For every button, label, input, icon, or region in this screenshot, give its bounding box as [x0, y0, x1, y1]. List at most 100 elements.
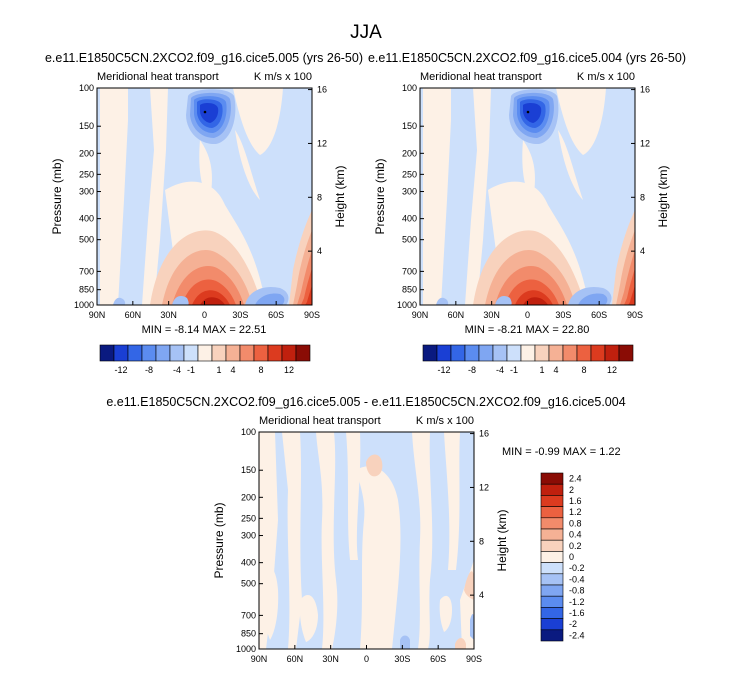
panel-3-left-label: Meridional heat transport [259, 415, 381, 427]
colorbar-swatch [450, 344, 466, 362]
colorbar-swatch [436, 344, 452, 362]
colorbar-label: 1 [539, 365, 544, 375]
colorbar-swatch [253, 344, 269, 362]
x-tick-label: 60N [125, 310, 142, 320]
colorbar-swatch [540, 483, 564, 496]
colorbar-swatch [295, 344, 311, 362]
y-tick-label: 150 [402, 121, 417, 131]
panel-3-right-label: K m/s x 100 [416, 415, 474, 427]
colorbar-label: -4 [173, 365, 181, 375]
colorbar-swatch [239, 344, 255, 362]
y-tick-label: 250 [241, 513, 256, 523]
y-tick-label: 150 [241, 465, 256, 475]
colorbars-layer: -12 -8 -4 -1 1 4 8 12 -12 -8 -4 -1 1 4 8 122.421.61.20.… [99, 344, 634, 642]
y-axis-label: Pressure (mb) [373, 158, 387, 234]
colorbar-label: 4 [553, 365, 558, 375]
y-tick-label: 700 [79, 266, 94, 276]
panel-1-left-label: Meridional heat transport [97, 71, 219, 83]
panel-2-axes: 90N 60N 30N 0 30S 60S 90S 100 150 200 250 300 400 500… [373, 83, 670, 320]
colorbar-label: 12 [284, 365, 294, 375]
y-tick-label: 700 [402, 266, 417, 276]
x-tick-label: 90S [627, 310, 643, 320]
panel-3-title: e.e11.E1850C5CN.2XCO2.f09_g16.cice5.005 … [106, 395, 625, 409]
panel-2-title: e.e11.E1850C5CN.2XCO2.f09_g16.cice5.004 … [368, 51, 686, 65]
y-tick-label: 400 [402, 214, 417, 224]
colorbar-swatch [540, 595, 564, 608]
page-title: JJA [350, 22, 382, 43]
colorbar-swatch [576, 344, 592, 362]
colorbar-swatch [211, 344, 227, 362]
colorbar-label: -1.2 [569, 597, 585, 607]
colorbar-swatch [492, 344, 508, 362]
panel-1-title: e.e11.E1850C5CN.2XCO2.f09_g16.cice5.005 … [45, 51, 363, 65]
y-tick-label: 850 [241, 629, 256, 639]
y-tick-label: 150 [79, 121, 94, 131]
panel-2-left-label: Meridional heat transport [420, 71, 542, 83]
y2-tick-label: 4 [317, 246, 322, 256]
y-axis-label: Pressure (mb) [50, 158, 64, 234]
colorbar-label: -1.6 [569, 608, 585, 618]
colorbar-label: 8 [258, 365, 263, 375]
y-axis-label: Pressure (mb) [212, 502, 226, 578]
y-tick-label: 250 [79, 169, 94, 179]
y-tick-label: 500 [402, 235, 417, 245]
x-tick-label: 30S [232, 310, 248, 320]
x-tick-label: 30N [483, 310, 500, 320]
y2-tick-label: 8 [317, 192, 322, 202]
colorbar-swatch [478, 344, 494, 362]
y-tick-label: 200 [241, 492, 256, 502]
colorbar-label: -0.4 [569, 574, 585, 584]
y2-tick-label: 12 [317, 138, 327, 148]
x-tick-label: 90S [304, 310, 320, 320]
colorbar-label: -8 [468, 365, 476, 375]
x-tick-label: 90N [412, 310, 429, 320]
colorbar-swatch [225, 344, 241, 362]
colorbar-label: 2 [569, 485, 574, 495]
panel-2-contour-field [420, 88, 635, 305]
x-tick-label: 30N [322, 654, 339, 664]
colorbar-label: -2.4 [569, 630, 585, 640]
y2-tick-label: 12 [640, 138, 650, 148]
colorbar-label: 0 [569, 552, 574, 562]
y-tick-label: 300 [402, 187, 417, 197]
y-tick-label: 400 [241, 558, 256, 568]
colorbar-swatch [169, 344, 185, 362]
colorbar-swatch [534, 344, 550, 362]
colorbar-label: -12 [114, 365, 127, 375]
colorbar-swatch [604, 344, 620, 362]
colorbar-label: -8 [145, 365, 153, 375]
colorbar-label: 1.6 [569, 496, 582, 506]
colorbar-swatch [540, 584, 564, 597]
colorbar-label: -12 [437, 365, 450, 375]
colorbar-swatch [618, 344, 634, 362]
y2-tick-label: 8 [640, 192, 645, 202]
colorbar-panel-1: -12 -8 -4 -1 1 4 8 12 [99, 344, 311, 375]
colorbar-swatch [464, 344, 480, 362]
colorbar-label: 2.4 [569, 474, 582, 484]
y-tick-label: 100 [402, 83, 417, 93]
colorbar-swatch [141, 344, 157, 362]
colorbar-swatch [113, 344, 129, 362]
x-tick-label: 60N [287, 654, 304, 664]
colorbar-swatch [548, 344, 564, 362]
y-tick-label: 400 [79, 214, 94, 224]
colorbar-label: 0.4 [569, 530, 582, 540]
y-tick-label: 1000 [236, 644, 256, 654]
colorbar-swatch [540, 539, 564, 552]
x-tick-label: 60S [591, 310, 607, 320]
panel-3-min-max: MIN = -0.99 MAX = 1.22 [502, 446, 621, 458]
colorbar-label: 1.2 [569, 507, 582, 517]
colorbar-label: 8 [581, 365, 586, 375]
y-tick-label: 1000 [397, 300, 417, 310]
colorbar-swatch [540, 517, 564, 530]
y-tick-label: 300 [79, 187, 94, 197]
y2-axis-label: Height (km) [656, 165, 670, 227]
colorbar-label: 0.2 [569, 541, 582, 551]
y2-axis-label: Height (km) [495, 509, 509, 571]
colorbar-label: -1 [187, 365, 195, 375]
x-tick-label: 0 [202, 310, 207, 320]
y-tick-label: 500 [241, 579, 256, 589]
panel-1-contour-field [97, 88, 312, 305]
y2-tick-label: 16 [640, 85, 650, 95]
axes-layer: 90N 60N 30N 0 30S 60S 90S 100 150 200 250 300 400 500… [50, 83, 670, 664]
